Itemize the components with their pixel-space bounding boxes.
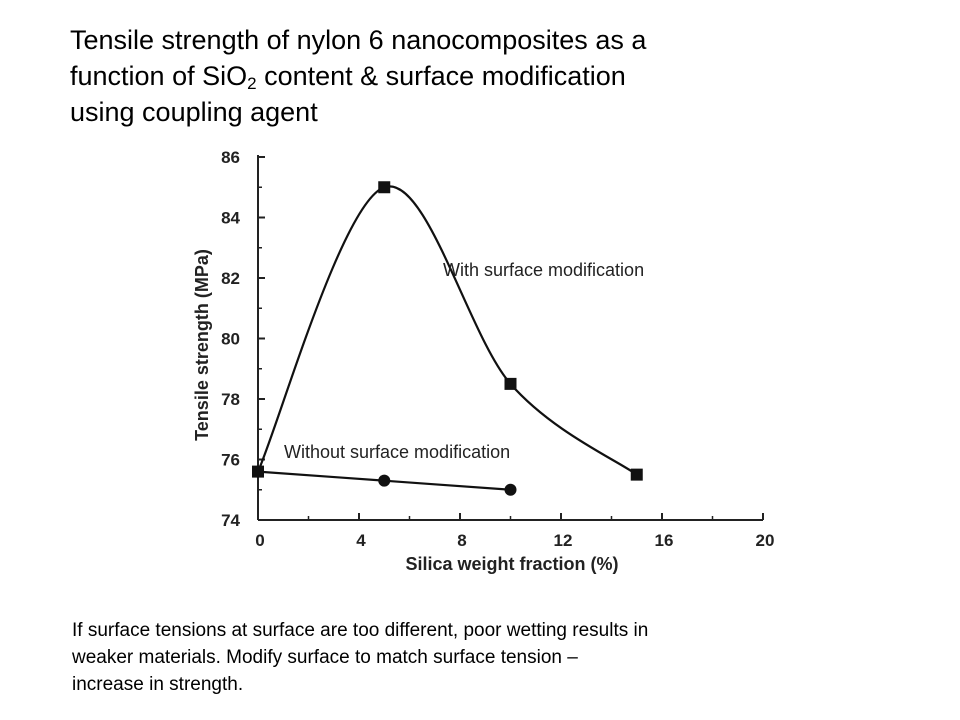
y-tick-label: 74 [221,511,240,530]
data-point-circle [252,465,264,478]
y-axis-label: Tensile strength (MPa) [192,249,212,441]
title-line-1: Tensile strength of nylon 6 nanocomposit… [70,25,647,55]
title-line-2-pre: function of SiO [70,61,248,91]
caption-line-3: increase in strength. [72,674,244,695]
title-line-2: function of SiO2 content & surface modif… [70,58,930,94]
y-tick-label: 80 [221,330,240,349]
y-tick-label: 84 [221,209,240,228]
data-point-square [630,468,643,481]
slide-title: Tensile strength of nylon 6 nanocomposit… [70,22,930,130]
series-label-without-modification: Without surface modification [284,442,510,462]
x-tick-label: 0 [255,531,264,550]
data-point-square [504,377,517,390]
data-point-circle [504,483,517,496]
y-tick-label: 78 [221,390,240,409]
title-line-2-post: content & surface modification [256,61,626,91]
y-tick-label: 76 [221,451,240,470]
series-label-with-modification: With surface modification [443,260,644,280]
y-tick-label: 86 [221,148,240,167]
title-line-3: using coupling agent [70,97,318,127]
x-tick-label: 8 [457,531,466,550]
data-point-square [378,181,391,194]
chart-markers [252,181,643,496]
x-tick-label: 20 [756,531,775,550]
x-axis-label: Silica weight fraction (%) [405,554,618,574]
chart-axes: 74 76 78 80 82 84 86 0 4 8 12 16 20 [221,148,774,550]
x-tick-label: 4 [356,531,366,550]
caption-line-2: weaker materials. Modify surface to matc… [72,647,578,668]
title-subscript: 2 [247,74,257,93]
series-line-with-modification [256,185,638,476]
x-tick-label: 12 [554,531,573,550]
data-point-circle [378,474,391,487]
caption-line-1: If surface tensions at surface are too d… [72,620,649,641]
slide-caption: If surface tensions at surface are too d… [72,617,892,698]
y-tick-label: 82 [221,269,240,288]
x-tick-label: 16 [655,531,674,550]
